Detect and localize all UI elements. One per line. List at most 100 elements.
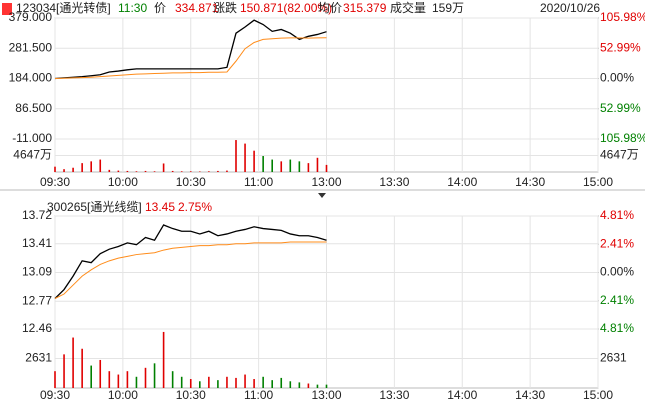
x-tick-label: 10:00	[108, 175, 138, 189]
volume-bar	[171, 371, 174, 388]
title: 300265[通光线缆]	[47, 200, 142, 214]
volume-bar	[235, 140, 237, 172]
y2-tick-label: 2.41%	[600, 293, 634, 307]
volume-bar	[226, 376, 228, 388]
symbol-icon	[2, 3, 12, 15]
volume-bar	[135, 171, 138, 172]
volume-tick-label: 2631	[600, 351, 627, 365]
volume-bar	[72, 167, 74, 172]
volume-bar	[144, 170, 147, 172]
y2-tick-label: 0.00%	[600, 71, 634, 85]
volume-bar	[189, 379, 192, 388]
volume-bar	[262, 376, 264, 388]
volume-bar	[63, 169, 65, 172]
x-tick-label: 15:00	[583, 175, 613, 189]
volume-tick-label: 4647万	[600, 148, 639, 162]
volume-bar	[162, 163, 165, 172]
volume-bar	[271, 380, 273, 388]
volume-bar	[271, 159, 273, 172]
volume-bar	[162, 331, 165, 388]
volume-bar	[54, 166, 56, 172]
x-tick-label: 10:30	[176, 175, 206, 189]
y-tick-label: 13.41	[22, 236, 52, 250]
y-tick-label: 86.500	[15, 101, 52, 115]
volume-bar	[325, 164, 328, 172]
volume-tick-label: 2631	[25, 351, 52, 365]
avg: 315.379	[343, 1, 387, 15]
volume-bar	[126, 371, 129, 388]
volume-tick-label: 4647万	[13, 148, 52, 162]
volume-bar	[90, 365, 92, 388]
y2-tick-label: 52.99%	[600, 40, 641, 54]
y2-tick-label: 0.00%	[600, 265, 634, 279]
volume-bar	[298, 161, 301, 172]
volume-bar	[99, 159, 102, 172]
volume-bar	[180, 376, 183, 388]
price: 13.45	[145, 200, 175, 214]
volume-bar	[180, 171, 183, 172]
y2-tick-label: 4.81%	[600, 321, 634, 335]
volume-bar	[244, 374, 246, 388]
volume-bar	[307, 163, 310, 172]
x-tick-label: 09:30	[40, 388, 70, 402]
x-tick-label: 13:00	[311, 388, 341, 402]
volume-bar	[153, 363, 156, 388]
y-tick-label: 12.77	[22, 293, 52, 307]
x-tick-label: 10:30	[176, 388, 206, 402]
volume-bar	[208, 376, 210, 388]
y2-tick-label: 105.98%	[600, 10, 645, 24]
y2-tick-label: 52.99%	[600, 101, 641, 115]
price-line	[54, 224, 327, 299]
x-tick-label: 10:00	[108, 388, 138, 402]
volume-bar	[262, 156, 264, 172]
average-line	[54, 37, 327, 79]
price-label: 价	[154, 1, 166, 15]
volume-label: 成交量	[390, 0, 426, 15]
change: 2.75%	[178, 200, 212, 214]
volume-bar	[325, 384, 328, 388]
average-line	[54, 241, 327, 299]
y2-tick-label: 4.81%	[600, 208, 634, 222]
y-tick-label: 379.000	[9, 10, 53, 24]
volume-bar	[244, 143, 246, 172]
volume-bar	[108, 169, 111, 172]
x-tick-label: 14:00	[447, 388, 477, 402]
volume-bar	[126, 170, 129, 172]
date: 2020/10/26	[540, 1, 600, 15]
splitter-arrow[interactable]	[318, 193, 326, 198]
y-tick-label: 281.500	[9, 40, 53, 54]
volume-bar	[217, 380, 219, 388]
volume-bar	[280, 161, 283, 172]
volume-bar	[135, 376, 138, 388]
volume-bar	[226, 170, 228, 172]
time: 11:30	[118, 1, 147, 15]
volume-bar	[99, 359, 102, 388]
x-tick-label: 13:30	[379, 175, 409, 189]
volume-bar	[189, 171, 192, 172]
x-tick-label: 14:30	[515, 388, 545, 402]
volume-bar	[90, 161, 92, 172]
x-tick-label: 11:00	[244, 175, 273, 189]
y-tick-label: 12.46	[22, 321, 52, 335]
volume-bar	[199, 171, 201, 172]
volume-bar	[280, 377, 283, 388]
volume-bar	[253, 150, 255, 172]
volume-bar	[217, 170, 219, 172]
y-tick-label: 13.09	[22, 265, 52, 279]
avg-label: 均价	[318, 1, 342, 15]
volume-bar	[117, 170, 120, 172]
volume-bar	[307, 383, 310, 388]
volume-bar	[208, 171, 210, 172]
y2-tick-label: 2.41%	[600, 236, 634, 250]
x-tick-label: 14:30	[515, 175, 545, 189]
volume-bar	[108, 371, 111, 388]
volume-bar	[235, 377, 237, 388]
x-tick-label: 14:00	[447, 175, 477, 189]
volume-bar	[144, 367, 147, 388]
y2-tick-label: 105.98%	[600, 131, 645, 145]
volume-bar	[72, 337, 74, 388]
y-tick-label: 184.000	[9, 71, 53, 85]
volume-bar	[117, 374, 120, 388]
